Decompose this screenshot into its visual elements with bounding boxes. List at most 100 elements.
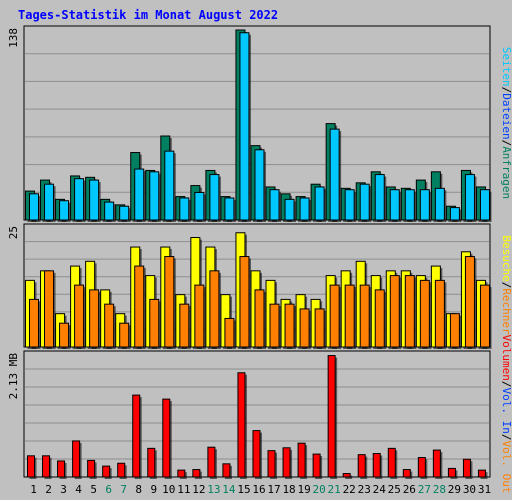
volumen-bar — [87, 459, 96, 478]
volumen-bar — [327, 355, 336, 478]
day-label: 10 — [162, 483, 175, 496]
volumen-bar — [267, 450, 276, 478]
volumen-bar — [207, 446, 216, 478]
seiten-bar — [464, 174, 475, 221]
volumen-bar — [162, 398, 171, 478]
rechner-bar — [29, 298, 39, 348]
rechner-bar — [344, 284, 355, 348]
day-label: 5 — [90, 483, 97, 496]
seiten-bar — [104, 201, 115, 221]
volumen-bar — [477, 469, 486, 478]
rechner-bar — [329, 284, 340, 348]
volumen-bar — [282, 447, 291, 478]
rechner-bar — [74, 284, 85, 348]
volumen-bar — [447, 467, 456, 478]
rechner-bar — [179, 303, 190, 348]
rechner-bar — [209, 270, 220, 348]
day-label: 13 — [207, 483, 220, 496]
volumen-bar — [432, 449, 441, 478]
legend-seiten: Seiten — [500, 47, 512, 87]
day-label: 7 — [120, 483, 127, 496]
seiten-bar — [89, 179, 100, 221]
legend-3: Volumen/Vol. In/Vol. Out — [500, 335, 512, 494]
legend-1: Seiten/Dateien/Anfragen — [500, 47, 512, 199]
rechner-bar — [464, 256, 475, 348]
seiten-bar — [449, 207, 460, 221]
seiten-bar — [74, 178, 85, 221]
day-label: 11 — [177, 483, 190, 496]
day-label: 22 — [343, 483, 356, 496]
volumen-bar — [237, 372, 246, 478]
day-label: 28 — [433, 483, 446, 496]
day-label: 8 — [135, 483, 142, 496]
day-label: 6 — [105, 483, 112, 496]
rechner-bar — [479, 284, 490, 348]
volumen-bar — [192, 469, 201, 478]
day-label: 18 — [282, 483, 295, 496]
seiten-bar — [329, 128, 340, 221]
rechner-bar — [224, 317, 235, 348]
day-label: 26 — [403, 483, 416, 496]
panel-3-ymax-label: 2.13 MB — [7, 353, 20, 400]
seiten-bar — [254, 149, 265, 221]
volumen-bar — [312, 453, 321, 478]
seiten-bar — [359, 183, 370, 221]
volumen-bar — [462, 458, 471, 478]
day-label: 20 — [313, 483, 326, 496]
seiten-bar — [134, 168, 145, 221]
seiten-bar — [434, 187, 445, 221]
volumen-bar — [42, 455, 51, 478]
legend-separator: / — [500, 140, 512, 147]
legend-dateien: Dateien — [500, 93, 512, 139]
rechner-bar — [359, 284, 370, 348]
volumen-bar — [222, 463, 231, 478]
volumen-bar — [102, 465, 111, 478]
rechner-bar — [44, 270, 55, 348]
chart-title: Tages-Statistik im Monat August 2022 — [18, 8, 279, 22]
volumen-bar — [132, 394, 141, 478]
volumen-bar — [417, 457, 426, 478]
seiten-bar — [59, 200, 70, 221]
seiten-bar — [269, 189, 280, 221]
rechner-bar — [164, 256, 175, 348]
volumen-bar — [177, 469, 186, 478]
rechner-bar — [269, 303, 280, 348]
volumen-bar — [117, 462, 126, 478]
legend-separator: / — [500, 434, 512, 441]
day-label: 16 — [252, 483, 265, 496]
day-label: 1 — [30, 483, 37, 496]
seiten-bar — [209, 174, 220, 221]
day-label: 30 — [463, 483, 476, 496]
rechner-bar — [119, 322, 130, 348]
seiten-bar — [119, 205, 130, 221]
rechner-bar — [389, 275, 400, 348]
seiten-bar — [314, 186, 325, 221]
panel-2-ymax-label: 25 — [7, 226, 20, 239]
seiten-bar — [479, 189, 490, 221]
seiten-bar — [194, 191, 205, 221]
volumen-bar — [402, 469, 411, 478]
rechner-bar — [299, 308, 310, 348]
rechner-bar — [149, 298, 160, 348]
seiten-bar — [239, 32, 250, 221]
volumen-bar — [297, 442, 306, 478]
seiten-bar — [389, 189, 400, 221]
day-label: 2 — [45, 483, 52, 496]
seiten-bar — [344, 189, 355, 221]
day-label: 15 — [237, 483, 250, 496]
day-label: 25 — [388, 483, 401, 496]
seiten-bar — [404, 189, 415, 221]
day-label: 31 — [478, 483, 491, 496]
volumen-bar — [342, 473, 351, 478]
day-label: 9 — [150, 483, 157, 496]
rechner-bar — [89, 289, 100, 348]
volumen-bar — [72, 440, 81, 478]
legend-besuche: Besuche — [500, 235, 512, 281]
rechner-bar — [134, 265, 145, 348]
legend-separator: / — [500, 381, 512, 388]
day-label: 17 — [267, 483, 280, 496]
seiten-bar — [179, 197, 190, 221]
volumen-bar — [27, 455, 35, 478]
